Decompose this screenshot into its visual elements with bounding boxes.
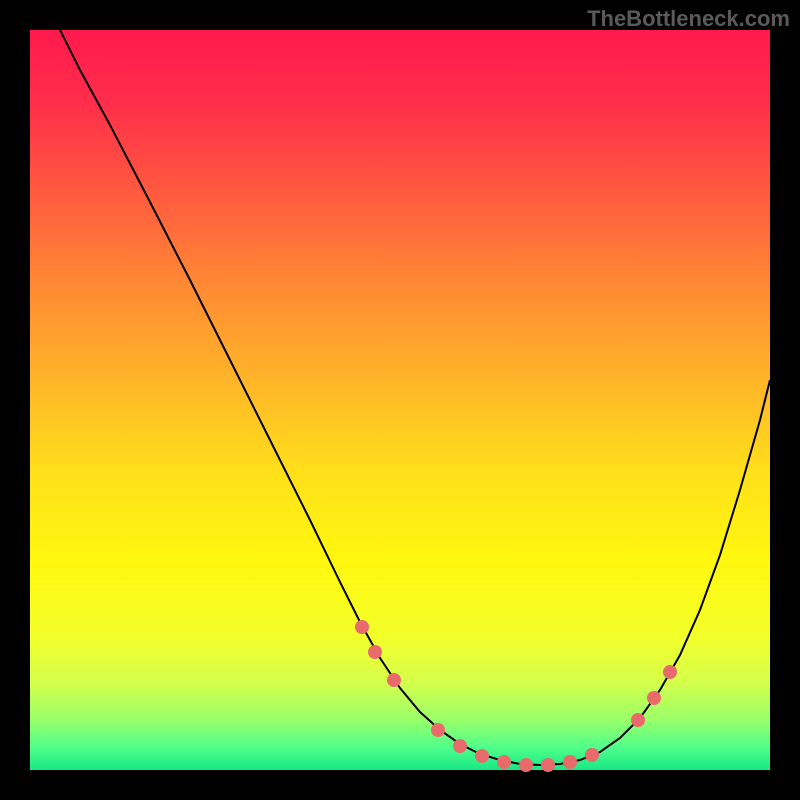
data-marker <box>663 665 677 679</box>
data-marker <box>497 755 511 769</box>
watermark: TheBottleneck.com <box>587 6 790 32</box>
data-marker <box>368 645 382 659</box>
data-marker <box>475 749 489 763</box>
data-marker <box>431 723 445 737</box>
data-marker <box>387 673 401 687</box>
marker-layer <box>30 30 770 770</box>
data-marker <box>631 713 645 727</box>
data-marker <box>563 755 577 769</box>
data-marker <box>519 758 533 772</box>
plot-area <box>30 30 770 770</box>
data-marker <box>355 620 369 634</box>
data-marker <box>541 758 555 772</box>
data-marker <box>647 691 661 705</box>
data-marker <box>453 739 467 753</box>
data-marker <box>585 748 599 762</box>
